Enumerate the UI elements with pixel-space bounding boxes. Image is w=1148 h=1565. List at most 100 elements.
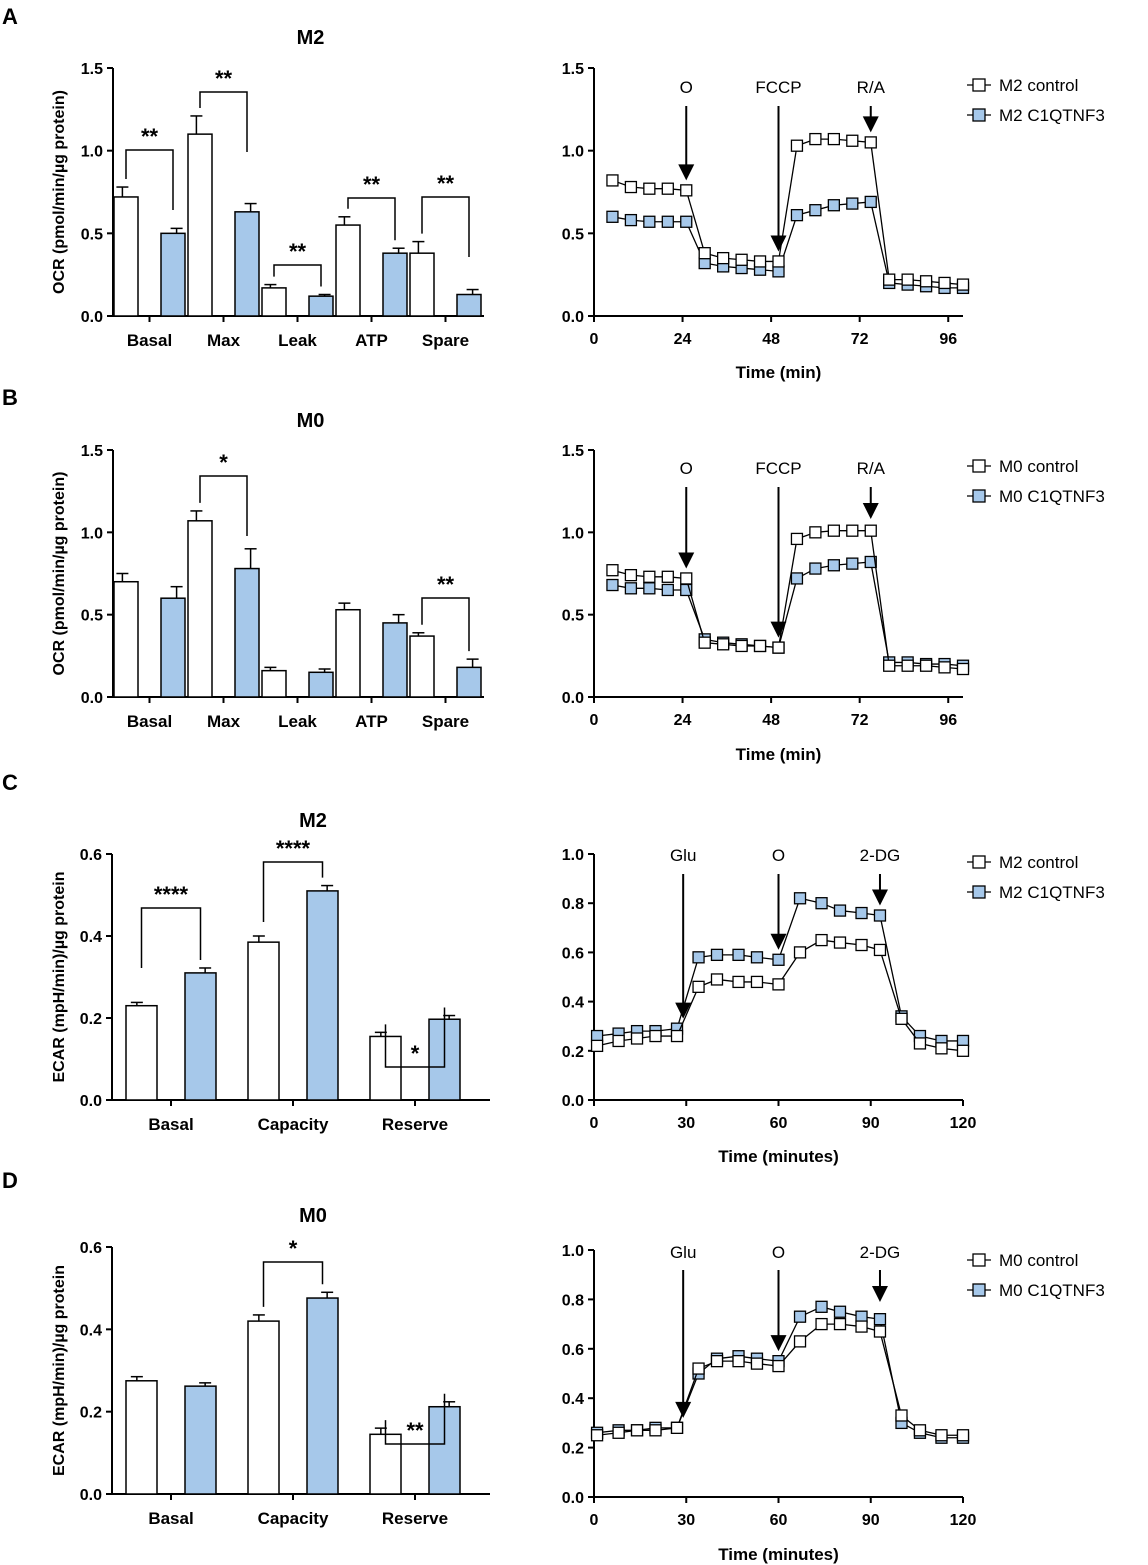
legend-marker — [972, 1253, 986, 1267]
bar-leak-c1qtnf3 — [308, 671, 334, 698]
significance-bracket — [262, 861, 324, 922]
data-point-control — [935, 1429, 948, 1442]
data-point-control — [827, 132, 840, 146]
data-point-control — [895, 1012, 908, 1025]
y-tick-label: 0.4 — [80, 929, 102, 946]
y-axis-label: OCR (pmol/min/µg protein) — [51, 90, 68, 294]
y-tick-label: 0.0 — [80, 1093, 102, 1110]
data-point-control — [661, 570, 674, 583]
bar-leak-c1qtnf3 — [308, 295, 334, 317]
x-tick-label: 96 — [939, 712, 957, 729]
category-label-reserve: Reserve — [382, 1115, 448, 1134]
data-point-control — [692, 1362, 705, 1375]
bar-spare-control — [409, 635, 435, 698]
data-point-c1qtnf3 — [846, 557, 859, 570]
data-point-c1qtnf3 — [864, 555, 877, 569]
category-label-leak: Leak — [278, 331, 317, 350]
line-chart-d: 0.0 0.2 0.4 0.6 0.8 1.0 0 30 60 90 120 Time (minute… — [562, 1243, 1105, 1564]
data-point-c1qtnf3 — [772, 953, 785, 966]
data-point-control — [864, 136, 877, 149]
injection-arrow-head — [871, 889, 888, 906]
data-point-control — [935, 1042, 948, 1055]
line-chart-b: 0.0 0.5 1.0 1.5 0 24 48 72 96 Time (min) O FCCP R/A M… — [562, 443, 1105, 764]
injection-label: O — [772, 846, 785, 865]
data-point-control — [793, 946, 807, 959]
injection-label: 2-DG — [860, 846, 901, 865]
x-tick-label: 0 — [590, 1512, 599, 1529]
injection-label: R/A — [857, 459, 886, 478]
data-point-control — [643, 182, 656, 195]
significance-label: **** — [276, 836, 311, 861]
y-tick-label: 0.6 — [562, 945, 584, 962]
category-label-spare: Spare — [422, 712, 469, 731]
y-tick-label: 0.4 — [80, 1322, 102, 1339]
legend-marker — [972, 1283, 986, 1297]
data-point-control — [956, 1044, 970, 1057]
data-point-control — [793, 1335, 807, 1348]
legend-label-c1qtnf3: M0 C1QTNF3 — [999, 487, 1105, 506]
x-tick-label: 90 — [862, 1115, 880, 1132]
legend-label-c1qtnf3: M0 C1QTNF3 — [999, 1281, 1105, 1300]
category-label-basal: Basal — [148, 1509, 193, 1528]
data-point-control — [855, 938, 868, 952]
data-point-c1qtnf3 — [855, 906, 868, 920]
significance-bracket — [199, 91, 248, 152]
data-point-control — [606, 174, 619, 187]
injection-label: FCCP — [755, 78, 801, 97]
data-point-c1qtnf3 — [873, 1313, 887, 1326]
y-tick-label: 0.0 — [80, 1487, 102, 1504]
injection-label: O — [680, 459, 693, 478]
data-point-control — [833, 1317, 847, 1331]
data-point-control — [612, 1034, 625, 1048]
bar-basal-c1qtnf3 — [160, 597, 186, 698]
data-point-c1qtnf3 — [827, 199, 840, 212]
data-point-control — [790, 139, 804, 152]
x-tick-label: 30 — [677, 1512, 695, 1529]
data-point-control — [698, 636, 711, 649]
bar-capacity-control — [247, 1320, 280, 1495]
data-point-control — [753, 255, 767, 268]
injection-arrow-head — [675, 1401, 692, 1418]
bar-capacity-c1qtnf3 — [306, 890, 339, 1101]
legend-label-control: M0 control — [999, 457, 1078, 476]
series-line-control — [612, 530, 964, 670]
category-label-max: Max — [207, 331, 241, 350]
category-label-capacity: Capacity — [258, 1115, 329, 1134]
data-point-c1qtnf3 — [606, 578, 619, 592]
data-point-control — [649, 1029, 662, 1043]
data-point-control — [809, 132, 822, 146]
legend-marker — [972, 855, 986, 869]
data-point-c1qtnf3 — [692, 951, 705, 964]
significance-label: ** — [215, 66, 233, 91]
y-tick-label: 1.5 — [81, 443, 103, 460]
data-point-c1qtnf3 — [815, 897, 828, 910]
y-tick-label: 0.5 — [562, 226, 584, 243]
significance-label: ** — [406, 1418, 424, 1443]
panel-letter-d: D — [2, 1168, 18, 1193]
data-point-control — [732, 1355, 745, 1368]
y-tick-label: 0.0 — [562, 309, 584, 326]
x-tick-label: 60 — [770, 1115, 788, 1132]
series-line-control — [612, 138, 964, 286]
data-point-c1qtnf3 — [790, 572, 804, 585]
legend-marker — [972, 78, 986, 92]
y-axis-label: OCR (pmol/min/µg protein) — [51, 472, 68, 676]
category-label-max: Max — [207, 712, 241, 731]
data-point-c1qtnf3 — [827, 559, 840, 572]
data-point-control — [753, 639, 767, 653]
data-point-control — [735, 253, 748, 266]
y-tick-label: 0.2 — [80, 1011, 102, 1028]
data-point-c1qtnf3 — [606, 210, 619, 223]
data-point-control — [750, 975, 764, 989]
bar-max-c1qtnf3 — [234, 567, 260, 698]
data-point-c1qtnf3 — [793, 1310, 807, 1323]
bar-leak-control — [261, 287, 287, 317]
data-point-c1qtnf3 — [815, 1300, 828, 1313]
data-point-control — [864, 524, 877, 537]
significance-bracket — [262, 1261, 324, 1307]
y-tick-label: 0.2 — [562, 1044, 584, 1061]
significance-label: ** — [289, 239, 307, 264]
data-point-control — [833, 936, 847, 949]
data-point-control — [913, 1037, 927, 1050]
data-point-control — [919, 659, 933, 672]
